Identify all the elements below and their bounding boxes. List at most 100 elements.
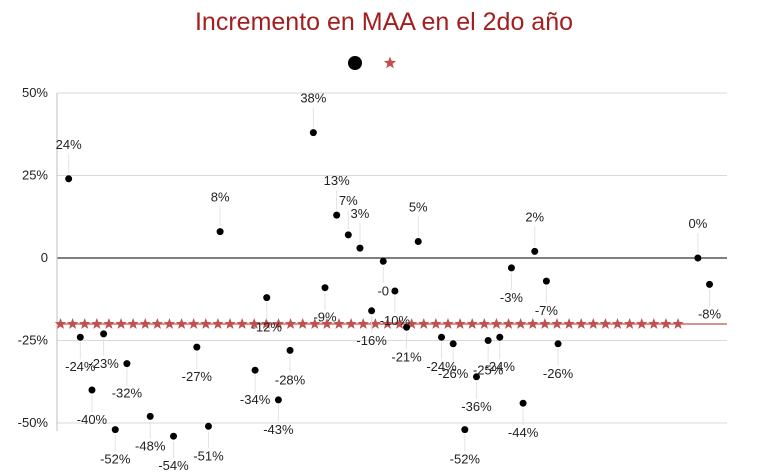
data-label: 3% (351, 206, 370, 221)
average-marker (611, 318, 624, 329)
y-tick-label: 0 (41, 250, 48, 265)
average-marker (66, 318, 79, 329)
y-tick-label: 50% (22, 85, 48, 100)
data-point (706, 280, 714, 288)
data-point (461, 426, 469, 434)
chart-title: Incremento en MAA en el 2do año (194, 8, 574, 36)
data-point (76, 333, 84, 341)
data-point (88, 386, 96, 394)
data-point (321, 284, 329, 292)
data-label: -51% (193, 448, 224, 463)
legend-marker-points (348, 56, 362, 70)
data-label: -10% (380, 313, 411, 328)
data-point (414, 238, 422, 245)
average-marker (296, 318, 309, 329)
average-marker (224, 318, 236, 329)
data-point (274, 396, 282, 404)
data-label: -40% (77, 412, 108, 427)
average-marker (563, 318, 575, 329)
average-series (54, 318, 727, 329)
data-label: -24% (485, 359, 516, 374)
data-point (507, 264, 515, 272)
data-label: 7% (339, 193, 358, 208)
data-label: -36% (461, 399, 492, 414)
average-marker (490, 318, 503, 329)
average-marker (151, 318, 164, 329)
data-label: 38% (300, 91, 326, 106)
data-label: -26% (543, 366, 574, 381)
average-marker (212, 318, 224, 329)
average-marker (575, 318, 587, 329)
average-marker (381, 318, 394, 329)
average-marker (636, 318, 648, 329)
data-point (65, 175, 73, 183)
data-point (484, 337, 492, 344)
data-label: -26% (438, 366, 469, 381)
y-axis-ticks: 50% 25% 0 -25% -50% (18, 85, 49, 430)
gridlines (56, 92, 727, 431)
average-marker (514, 318, 527, 329)
y-tick-label: -25% (18, 333, 49, 348)
average-marker (272, 318, 285, 329)
data-label: -24% (65, 359, 96, 374)
data-point (251, 366, 259, 374)
average-marker (648, 318, 660, 329)
data-point (146, 412, 154, 420)
average-marker (502, 318, 515, 329)
average-marker (163, 318, 176, 329)
average-marker (260, 318, 273, 329)
data-point (542, 277, 550, 285)
average-marker (430, 318, 442, 329)
average-marker (418, 318, 430, 329)
data-label: -25% (473, 363, 504, 378)
data-label: -34% (240, 392, 271, 407)
y-tick-label: 25% (22, 168, 48, 183)
data-point (333, 211, 341, 219)
average-marker (454, 318, 466, 329)
data-point (111, 426, 119, 434)
data-label: -52% (450, 452, 481, 467)
average-marker (127, 318, 139, 329)
data-label: -3% (500, 290, 524, 305)
data-label: 24% (56, 137, 82, 152)
data-label: -28% (275, 372, 306, 387)
data-point (204, 422, 212, 430)
average-marker (478, 318, 491, 329)
average-marker (405, 318, 418, 329)
average-marker (393, 318, 406, 329)
data-point (449, 340, 457, 348)
data-point (403, 323, 411, 331)
average-marker (587, 318, 599, 329)
data-label: -24% (426, 359, 457, 374)
average-marker (369, 318, 382, 329)
data-point (286, 346, 294, 354)
data-label: -8% (698, 306, 722, 321)
average-marker (200, 318, 212, 329)
data-label: -9% (313, 310, 337, 325)
data-point (216, 228, 224, 236)
label-leaders (68, 107, 711, 459)
data-point (472, 373, 480, 381)
average-marker (187, 318, 200, 329)
average-marker (466, 318, 478, 329)
average-marker (539, 318, 551, 329)
average-marker (236, 318, 248, 329)
average-marker (442, 318, 454, 329)
data-point (519, 399, 527, 407)
data-point (438, 333, 446, 341)
average-marker (527, 318, 539, 329)
data-label: -16% (356, 333, 387, 348)
average-marker (321, 318, 333, 329)
data-point (263, 294, 271, 302)
data-labels: 24% -24% -40% -23% -52% -32% -48% -54% -27% -51% 8… (56, 91, 722, 472)
data-label: -23% (88, 356, 119, 371)
data-label: -7% (535, 303, 559, 318)
data-label: -48% (135, 438, 166, 453)
data-point (554, 340, 562, 348)
data-label: -52% (100, 452, 131, 467)
legend (348, 56, 397, 70)
legend-marker-average (383, 56, 397, 69)
average-marker (175, 318, 188, 329)
